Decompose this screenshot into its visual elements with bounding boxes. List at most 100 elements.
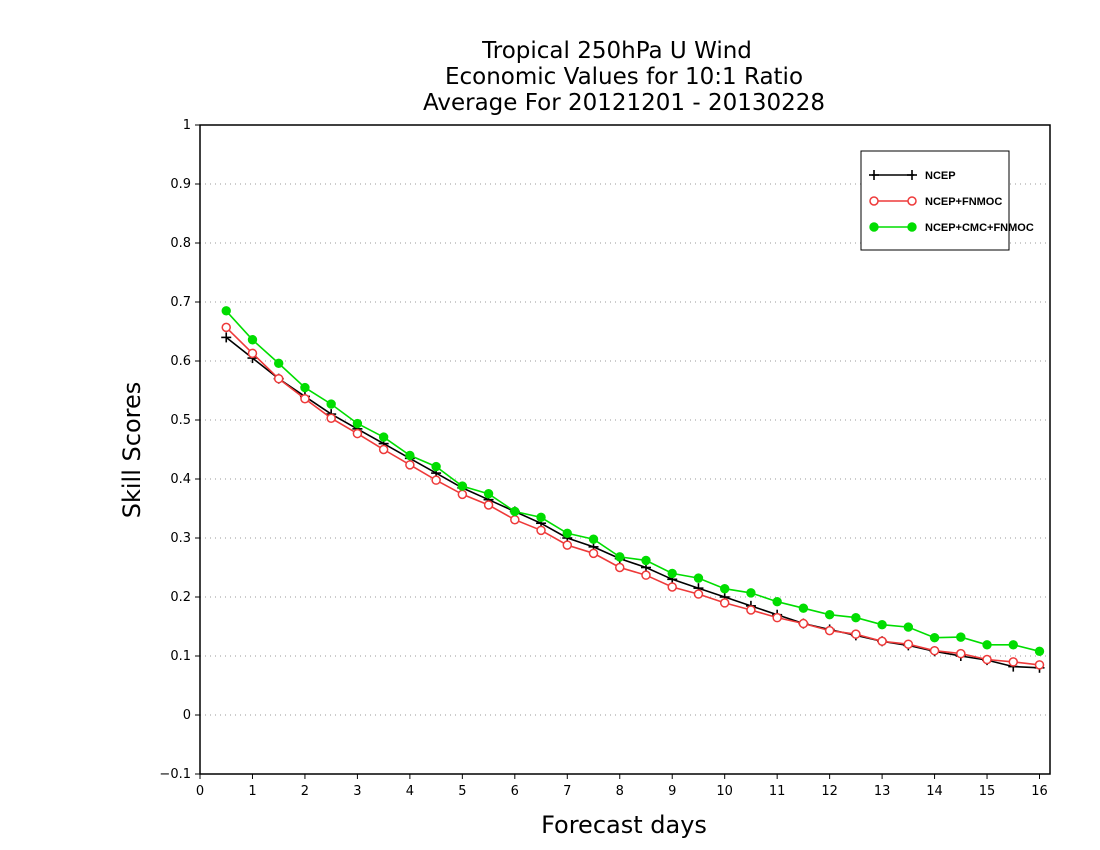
y-tick-label: 0.4	[170, 472, 191, 487]
data-point	[1034, 646, 1045, 656]
x-tick-label: 15	[979, 784, 996, 799]
data-point	[457, 481, 468, 491]
series-line	[225, 310, 1040, 653]
legend-marker-end	[907, 170, 917, 180]
data-point	[877, 636, 887, 646]
data-point	[510, 506, 520, 517]
x-tick-label: 4	[406, 784, 414, 799]
data-point	[378, 432, 389, 442]
y-tick-label: 0.1	[170, 649, 191, 664]
legend-marker-end	[907, 196, 917, 206]
x-tick-label: 5	[458, 784, 466, 799]
data-point	[851, 612, 861, 623]
data-point	[221, 306, 231, 316]
x-tick-label: 1	[248, 784, 256, 799]
x-tick-label: 2	[301, 784, 309, 799]
data-point	[824, 610, 835, 620]
x-tick-label: 10	[716, 784, 733, 799]
data-point	[982, 640, 992, 650]
x-axis-label: Forecast days	[541, 811, 707, 839]
data-point	[274, 358, 284, 369]
data-point	[719, 584, 730, 594]
data-point	[615, 552, 625, 562]
data-point	[1008, 657, 1019, 667]
data-point	[798, 618, 809, 629]
data-point	[326, 399, 336, 409]
data-point	[719, 598, 730, 608]
chart-title-line-3: Average For 20121201 - 20130228	[423, 90, 825, 116]
data-point	[300, 382, 310, 393]
data-point	[221, 322, 231, 333]
data-point	[667, 568, 677, 579]
series-group	[221, 306, 1045, 673]
data-point	[641, 555, 651, 566]
data-point	[273, 373, 284, 384]
grid	[200, 183, 1050, 716]
series-2	[221, 306, 1045, 656]
data-point	[536, 525, 546, 536]
data-point	[982, 654, 992, 665]
x-tick-label: 12	[821, 784, 838, 799]
data-point	[956, 632, 966, 642]
data-point	[615, 562, 625, 573]
x-tick-label: 6	[511, 784, 519, 799]
data-point	[746, 588, 756, 598]
series-line	[225, 336, 1040, 669]
chart-title-line-2: Economic Values for 10:1 Ratio	[445, 64, 803, 90]
x-tick-label: 7	[563, 784, 571, 799]
legend-label: NCEP+FNMOC	[925, 196, 1002, 208]
y-tick-label: 0.5	[170, 413, 191, 428]
y-tick-label: 0.9	[170, 177, 191, 192]
data-point	[824, 625, 835, 636]
data-point	[247, 348, 258, 359]
data-point	[431, 461, 441, 472]
data-point	[693, 589, 704, 599]
series-line	[225, 326, 1040, 666]
data-point	[405, 460, 415, 470]
legend-marker-start	[869, 170, 879, 180]
data-point	[903, 639, 914, 649]
legend: NCEP NCEP+FNMOC NCEP+CMC+FNMOC	[860, 150, 1034, 251]
x-tick-label: 9	[668, 784, 676, 799]
data-point	[903, 622, 914, 632]
data-point	[746, 605, 756, 615]
data-point	[641, 570, 651, 580]
series-0	[221, 332, 1045, 673]
data-point	[929, 645, 940, 656]
data-point	[405, 450, 415, 461]
data-point	[510, 514, 520, 525]
legend-label: NCEP+CMC+FNMOC	[925, 222, 1034, 234]
data-point	[326, 413, 336, 423]
data-point	[536, 512, 546, 523]
y-tick-label: 0.7	[170, 295, 191, 310]
x-tick-label: 14	[926, 784, 943, 799]
data-point	[956, 648, 966, 659]
data-point	[772, 612, 782, 623]
data-point	[221, 332, 232, 343]
data-point	[851, 629, 861, 639]
series-1	[221, 322, 1045, 670]
data-point	[352, 418, 363, 429]
y-tick-label: 1	[183, 118, 191, 133]
y-tick-label: 0.3	[170, 531, 191, 546]
data-point	[378, 444, 389, 455]
data-point	[588, 548, 599, 559]
x-tick-label: 13	[874, 784, 891, 799]
data-point	[562, 528, 572, 538]
chart-title-line-1: Tropical 250hPa U Wind	[481, 38, 752, 64]
y-tick-label: 0.2	[170, 590, 191, 605]
data-point	[431, 475, 441, 485]
data-point	[929, 633, 940, 643]
legend-marker-start	[869, 222, 879, 232]
data-point	[1034, 660, 1045, 670]
x-tick-label: 11	[769, 784, 786, 799]
axis-ticks: −0.100.10.20.30.40.50.60.70.80.910 1 2 3 4 5 6…	[159, 118, 1047, 799]
x-tick-label: 8	[616, 784, 624, 799]
legend-marker-end	[907, 222, 917, 232]
x-tick-label: 3	[353, 784, 361, 799]
y-tick-label: 0.6	[170, 354, 191, 369]
data-point	[562, 540, 573, 550]
y-tick-label: 0.8	[170, 236, 191, 251]
data-point	[483, 500, 494, 510]
data-point	[667, 582, 677, 592]
